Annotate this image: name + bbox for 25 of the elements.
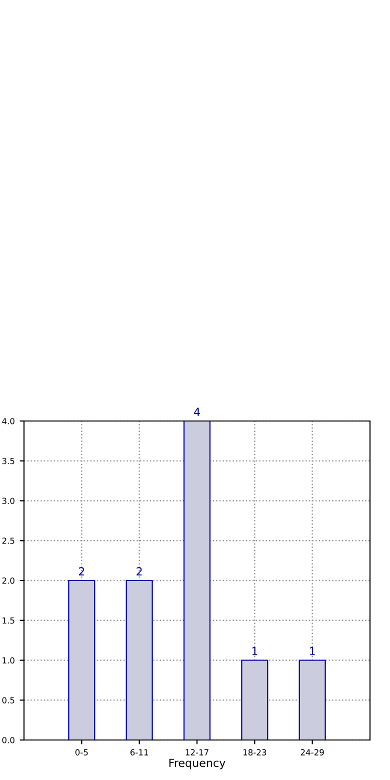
y-tick-label: 0.0	[2, 736, 14, 744]
x-axis-title: Frequency	[169, 758, 226, 770]
y-tick-label: 1.0	[2, 657, 14, 664]
x-tick-label: 6-11	[130, 749, 148, 756]
y-tick-label: 0.5	[2, 697, 14, 704]
y-tick-label: 1.5	[2, 617, 14, 624]
data-label: 2	[78, 567, 84, 576]
bar	[68, 580, 96, 740]
y-tick-label: 2.0	[2, 577, 14, 584]
bar	[241, 660, 268, 740]
data-label: 1	[310, 647, 315, 656]
y-tick-label: 4.0	[2, 418, 14, 424]
bar	[183, 421, 211, 740]
y-tick-label: 3.5	[2, 458, 14, 464]
y-tick-label: 2.5	[2, 538, 14, 544]
x-tick-label: 18-23	[243, 749, 266, 756]
x-tick-label: 0-5	[75, 749, 88, 756]
data-label: 1	[252, 647, 258, 656]
x-tick-label: 24-29	[300, 749, 324, 756]
x-tick-label: 12-17	[186, 749, 208, 756]
bar	[126, 580, 153, 740]
data-label: 4	[194, 408, 200, 416]
y-tick-label: 3.0	[2, 498, 14, 504]
bar	[298, 660, 326, 740]
data-label: 2	[136, 567, 142, 576]
